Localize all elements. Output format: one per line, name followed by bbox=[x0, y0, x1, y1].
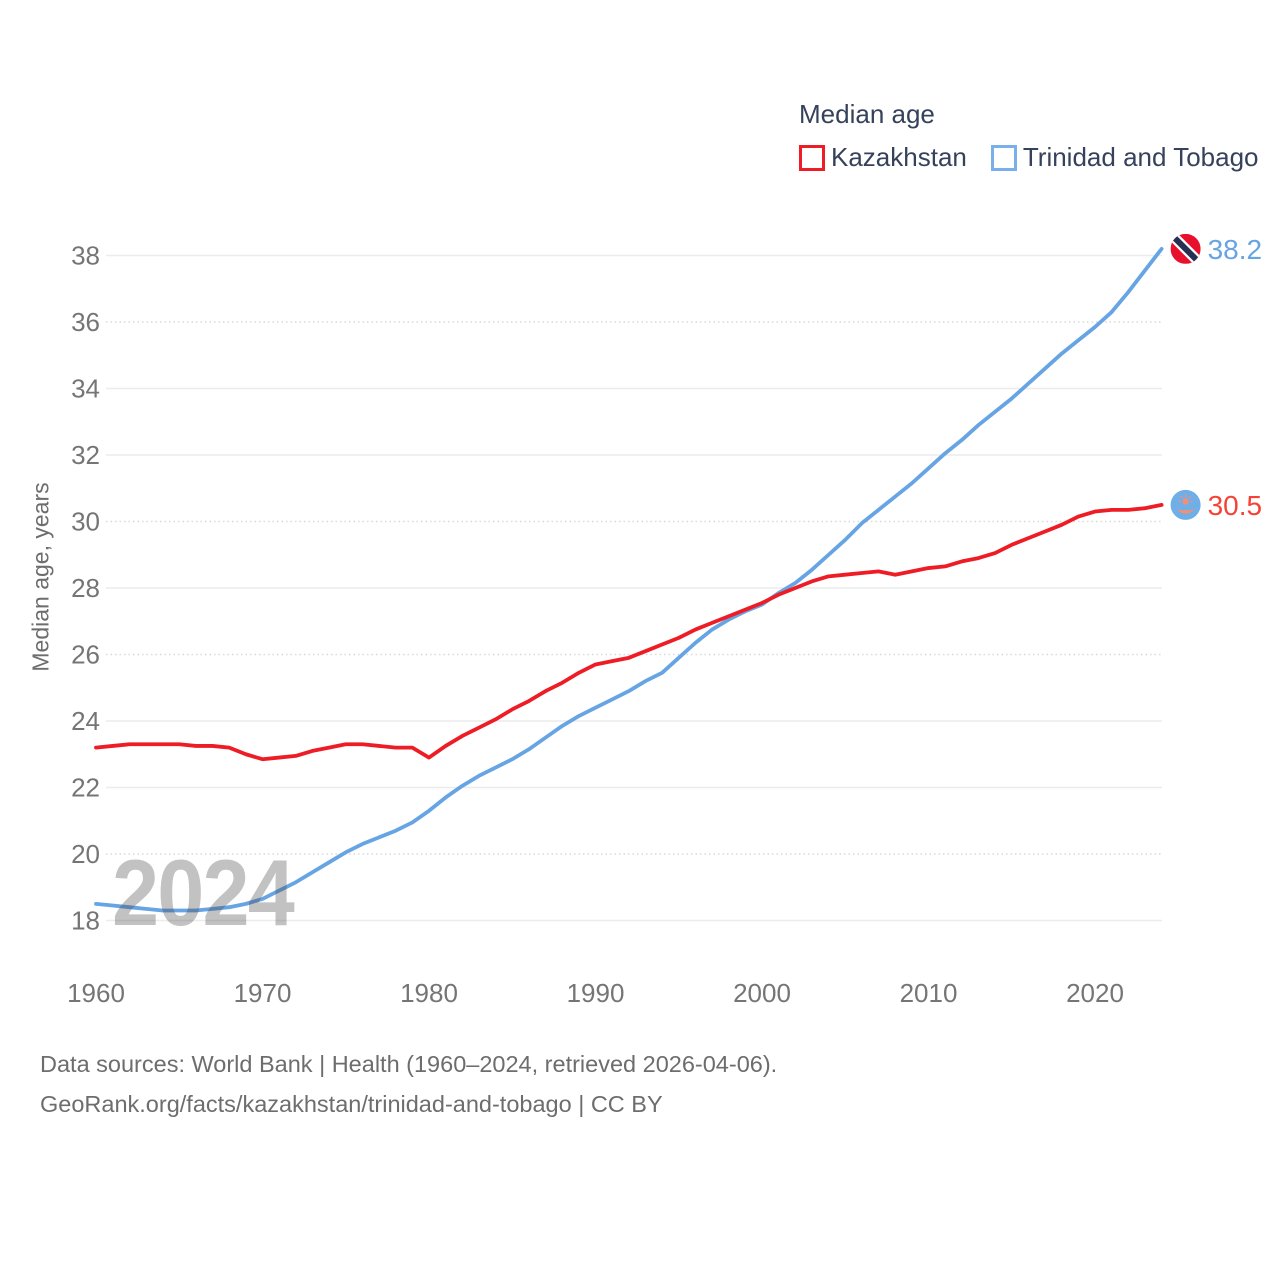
footer: Data sources: World Bank | Health (1960–… bbox=[40, 1044, 777, 1124]
trinidad-and-tobago-swatch-icon bbox=[990, 144, 1017, 171]
svg-text:24: 24 bbox=[71, 706, 100, 736]
legend: Median age Kazakhstan Trinidad and Tobag… bbox=[799, 99, 1259, 173]
svg-text:28: 28 bbox=[71, 573, 100, 603]
svg-text:1970: 1970 bbox=[234, 978, 292, 1008]
svg-text:18: 18 bbox=[71, 906, 100, 936]
legend-item-trinidad-and-tobago: Trinidad and Tobago bbox=[990, 142, 1259, 173]
svg-text:38: 38 bbox=[71, 241, 100, 271]
legend-label-kazakhstan: Kazakhstan bbox=[831, 142, 967, 172]
svg-text:1990: 1990 bbox=[567, 978, 625, 1008]
legend-label-trinidad-and-tobago: Trinidad and Tobago bbox=[1022, 142, 1259, 172]
svg-text:36: 36 bbox=[71, 307, 100, 337]
svg-text:1980: 1980 bbox=[400, 978, 458, 1008]
svg-text:32: 32 bbox=[71, 440, 100, 470]
y-axis-title: Median age, years bbox=[27, 482, 54, 672]
legend-item-kazakhstan: Kazakhstan bbox=[799, 142, 967, 173]
series-lines bbox=[94, 246, 1164, 913]
attribution-line: GeoRank.org/facts/kazakhstan/trinidad-an… bbox=[40, 1091, 663, 1117]
legend-items: Kazakhstan Trinidad and Tobago bbox=[799, 142, 1259, 173]
svg-text:20: 20 bbox=[71, 839, 100, 869]
svg-text:22: 22 bbox=[71, 773, 100, 803]
kazakhstan-flag-icon bbox=[1170, 489, 1201, 520]
data-sources-line: Data sources: World Bank | Health (1960–… bbox=[40, 1051, 778, 1077]
x-axis-tick-labels: 1960 1970 1980 1990 2000 2010 2020 bbox=[67, 978, 1124, 1008]
trinidad-end-value-label: 38.2 bbox=[1208, 234, 1263, 265]
kazakhstan-end-value-label: 30.5 bbox=[1208, 490, 1263, 521]
median-age-line-chart: 18 20 22 24 26 28 30 32 34 36 38 1960 1970 1980 1990 2… bbox=[67, 233, 1263, 1008]
svg-text:30: 30 bbox=[71, 507, 100, 537]
svg-text:1960: 1960 bbox=[67, 978, 125, 1008]
svg-text:2020: 2020 bbox=[1066, 978, 1124, 1008]
svg-text:26: 26 bbox=[71, 640, 100, 670]
legend-title: Median age bbox=[799, 99, 935, 129]
svg-text:2000: 2000 bbox=[733, 978, 791, 1008]
svg-text:2010: 2010 bbox=[900, 978, 958, 1008]
y-axis-tick-labels: 18 20 22 24 26 28 30 32 34 36 38 bbox=[71, 241, 100, 936]
svg-text:34: 34 bbox=[71, 374, 100, 404]
trinidad-and-tobago-flag-icon bbox=[1170, 233, 1201, 264]
gridlines bbox=[106, 254, 1162, 922]
kazakhstan-swatch-icon bbox=[799, 144, 825, 171]
